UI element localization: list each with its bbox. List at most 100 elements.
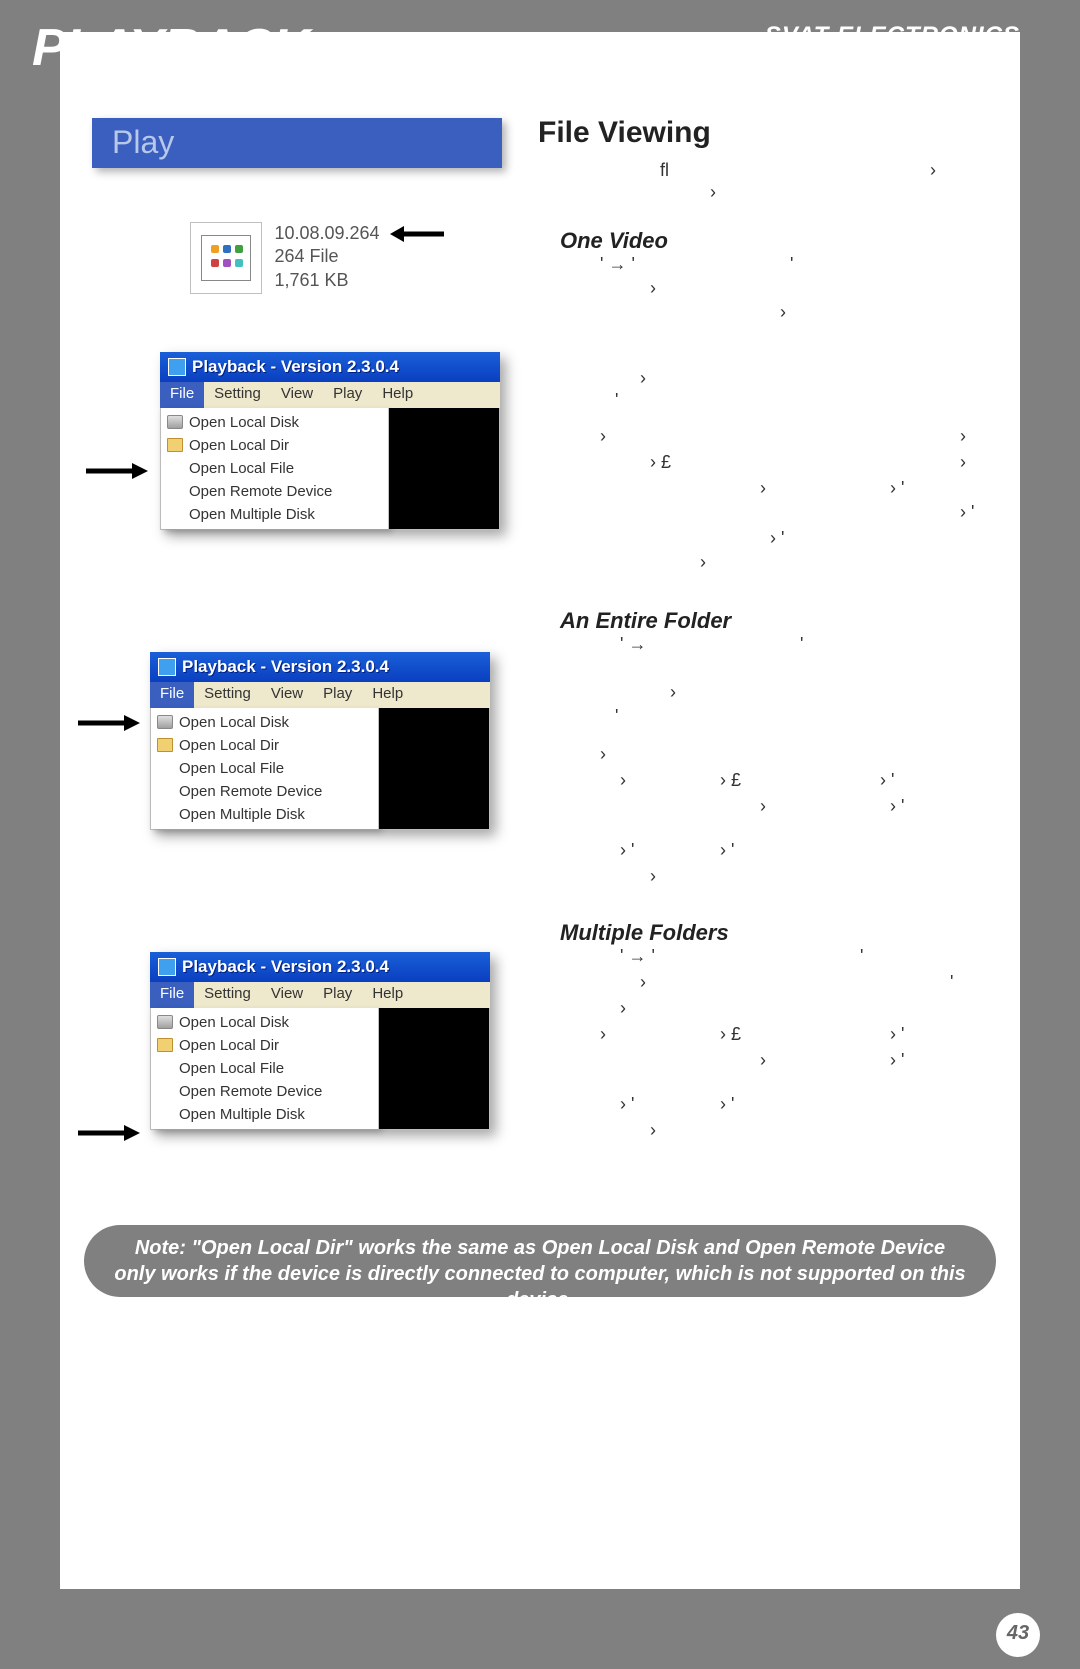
arrow-left-icon bbox=[388, 222, 448, 251]
glyph: › bbox=[640, 368, 646, 389]
menu-open-local-disk[interactable]: Open Local Disk bbox=[161, 411, 388, 434]
glyph: › bbox=[640, 972, 646, 993]
menu-body: Open Local Disk Open Local Dir Open Loca… bbox=[150, 1008, 490, 1130]
video-area bbox=[379, 1008, 489, 1129]
menu-file[interactable]: File bbox=[160, 382, 204, 408]
disk-icon bbox=[167, 415, 183, 429]
glyph: › ' bbox=[890, 478, 904, 499]
glyph: ' bbox=[950, 972, 953, 993]
menu-bar: File Setting View Play Help bbox=[160, 382, 500, 408]
file-menu-dropdown: Open Local Disk Open Local Dir Open Loca… bbox=[151, 708, 379, 829]
glyph: › ' bbox=[620, 1094, 634, 1115]
sub-entire-folder: An Entire Folder bbox=[560, 608, 731, 634]
glyph: › bbox=[760, 796, 766, 817]
glyph: › bbox=[620, 998, 626, 1019]
sub-multiple-folders: Multiple Folders bbox=[560, 920, 729, 946]
glyph: › bbox=[620, 770, 626, 791]
footer-bar: 43 bbox=[0, 1589, 1080, 1669]
glyph: › ' bbox=[720, 1094, 734, 1115]
menu-play[interactable]: Play bbox=[323, 382, 372, 408]
glyph: › bbox=[930, 160, 936, 181]
disk-icon bbox=[157, 715, 173, 729]
menu-open-multiple-disk[interactable]: Open Multiple Disk bbox=[151, 803, 378, 826]
glyph: › ' bbox=[620, 840, 634, 861]
glyph: › ' bbox=[890, 796, 904, 817]
folder-icon bbox=[157, 738, 173, 752]
glyph: › bbox=[670, 682, 676, 703]
app-icon bbox=[158, 958, 176, 976]
menu-body: Open Local Disk Open Local Dir Open Loca… bbox=[150, 708, 490, 830]
menu-open-local-dir[interactable]: Open Local Dir bbox=[161, 434, 388, 457]
page-body: Play 10.08.09.264 264 File 1,761 KB Play… bbox=[60, 32, 1020, 1589]
menu-open-local-disk[interactable]: Open Local Disk bbox=[151, 1011, 378, 1034]
menu-open-multiple-disk[interactable]: Open Multiple Disk bbox=[161, 503, 388, 526]
menu-open-multiple-disk[interactable]: Open Multiple Disk bbox=[151, 1103, 378, 1126]
arrow-right-icon bbox=[74, 712, 144, 739]
menu-view[interactable]: View bbox=[271, 382, 323, 408]
glyph: › ' bbox=[720, 840, 734, 861]
note-box: Note: "Open Local Dir" works the same as… bbox=[84, 1225, 996, 1297]
glyph: › bbox=[710, 182, 716, 203]
menu-view[interactable]: View bbox=[261, 982, 313, 1008]
folder-icon bbox=[157, 1038, 173, 1052]
app-icon bbox=[168, 358, 186, 376]
glyph: › ' bbox=[960, 502, 974, 523]
file-menu-dropdown: Open Local Disk Open Local Dir Open Loca… bbox=[151, 1008, 379, 1129]
menu-help[interactable]: Help bbox=[362, 982, 413, 1008]
menu-open-local-dir[interactable]: Open Local Dir bbox=[151, 734, 378, 757]
menu-view[interactable]: View bbox=[261, 682, 313, 708]
glyph: › bbox=[760, 1050, 766, 1071]
glyph: ' bbox=[790, 254, 793, 275]
page-number-badge: 43 bbox=[996, 1613, 1040, 1657]
note-text: Note: "Open Local Dir" works the same as… bbox=[114, 1235, 966, 1313]
menu-play[interactable]: Play bbox=[313, 682, 362, 708]
app-icon bbox=[158, 658, 176, 676]
window-titlebar: Playback - Version 2.3.0.4 bbox=[160, 352, 500, 382]
glyph: › bbox=[650, 1120, 656, 1141]
glyph: › £ bbox=[720, 770, 741, 791]
page-number: 43 bbox=[996, 1622, 1040, 1645]
arrow-right-icon bbox=[82, 460, 152, 487]
file-type: 264 File bbox=[274, 246, 338, 266]
window-titlebar: Playback - Version 2.3.0.4 bbox=[150, 952, 490, 982]
playback-window-3: Playback - Version 2.3.0.4 File Setting … bbox=[150, 952, 490, 1130]
section-file-viewing: File Viewing bbox=[538, 116, 711, 150]
glyph: ' → ' bbox=[620, 946, 655, 967]
menu-open-local-dir[interactable]: Open Local Dir bbox=[151, 1034, 378, 1057]
menu-open-remote-device[interactable]: Open Remote Device bbox=[151, 1080, 378, 1103]
glyph: ' bbox=[860, 946, 863, 967]
glyph: › bbox=[600, 744, 606, 765]
menu-open-local-file[interactable]: Open Local File bbox=[151, 1057, 378, 1080]
menu-open-local-file[interactable]: Open Local File bbox=[151, 757, 378, 780]
menu-help[interactable]: Help bbox=[372, 382, 423, 408]
window-title: Playback - Version 2.3.0.4 bbox=[192, 357, 399, 377]
folder-icon bbox=[167, 438, 183, 452]
menu-open-remote-device[interactable]: Open Remote Device bbox=[161, 480, 388, 503]
menu-setting[interactable]: Setting bbox=[194, 682, 261, 708]
menu-open-remote-device[interactable]: Open Remote Device bbox=[151, 780, 378, 803]
video-area bbox=[389, 408, 499, 529]
glyph: ' → ' bbox=[600, 254, 635, 275]
menu-play[interactable]: Play bbox=[313, 982, 362, 1008]
menu-file[interactable]: File bbox=[150, 682, 194, 708]
window-title: Playback - Version 2.3.0.4 bbox=[182, 957, 389, 977]
menu-bar: File Setting View Play Help bbox=[150, 682, 490, 708]
glyph: › ' bbox=[890, 1024, 904, 1045]
play-button[interactable]: Play bbox=[92, 118, 502, 168]
glyph: › ' bbox=[890, 1050, 904, 1071]
menu-help[interactable]: Help bbox=[362, 682, 413, 708]
glyph: › bbox=[650, 866, 656, 887]
menu-open-local-file[interactable]: Open Local File bbox=[161, 457, 388, 480]
file-name: 10.08.09.264 bbox=[274, 223, 379, 243]
glyph: › £ bbox=[720, 1024, 741, 1045]
menu-setting[interactable]: Setting bbox=[194, 982, 261, 1008]
disk-icon bbox=[157, 1015, 173, 1029]
glyph: › bbox=[650, 278, 656, 299]
menu-file[interactable]: File bbox=[150, 982, 194, 1008]
window-title: Playback - Version 2.3.0.4 bbox=[182, 657, 389, 677]
sub-one-video: One Video bbox=[560, 228, 668, 254]
glyph: › bbox=[960, 426, 966, 447]
glyph: ' bbox=[615, 390, 618, 411]
menu-setting[interactable]: Setting bbox=[204, 382, 271, 408]
menu-open-local-disk[interactable]: Open Local Disk bbox=[151, 711, 378, 734]
